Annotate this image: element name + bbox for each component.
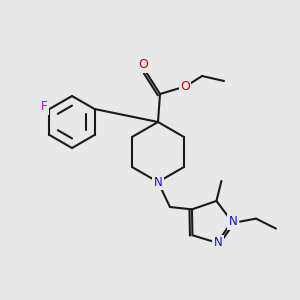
Text: N: N bbox=[229, 215, 237, 228]
Text: O: O bbox=[180, 80, 190, 92]
Text: O: O bbox=[138, 58, 148, 71]
Text: F: F bbox=[41, 100, 48, 113]
Text: N: N bbox=[154, 176, 162, 188]
Text: N: N bbox=[214, 236, 223, 249]
